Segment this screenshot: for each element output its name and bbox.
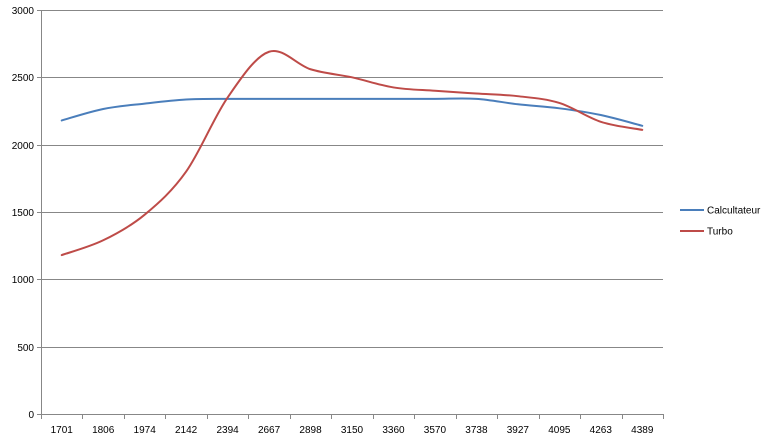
x-tick-label: 1806: [92, 425, 115, 436]
y-tick-label: 2000: [12, 141, 35, 152]
legend: Calcultateur Turbo: [680, 206, 761, 238]
x-tick-label: 2142: [175, 425, 198, 436]
x-tick-label: 2667: [258, 425, 281, 436]
y-tick-label: 0: [28, 410, 34, 421]
x-tick-label: 2394: [216, 425, 239, 436]
series-line-turbo: [60, 49, 644, 257]
x-tick-label: 4095: [548, 425, 571, 436]
gridlines: [41, 10, 663, 348]
legend-label: Calcultateur: [707, 206, 761, 217]
x-tick-label: 3150: [341, 425, 364, 436]
x-tick-label: 1701: [51, 425, 74, 436]
series-line-calcultateur: [60, 97, 644, 127]
legend-label: Turbo: [707, 227, 733, 238]
x-tick-label: 3738: [465, 425, 488, 436]
series-lines: [60, 49, 644, 257]
x-tick-labels: 1701 1806 1974 2142 2394 2667 2898 3150 3360 3570…: [51, 425, 654, 436]
x-tick-label: 2898: [299, 425, 322, 436]
y-tick-label: 1500: [12, 208, 35, 219]
y-tick-label: 1000: [12, 275, 35, 286]
axes: [37, 10, 664, 419]
x-tick-label: 4263: [590, 425, 613, 436]
x-tick-label: 4389: [631, 425, 654, 436]
x-tick-label: 1974: [134, 425, 157, 436]
x-tick-label: 3927: [507, 425, 530, 436]
x-tick-label: 3570: [424, 425, 447, 436]
y-tick-label: 2500: [12, 73, 35, 84]
y-tick-label: 500: [17, 343, 34, 354]
y-tick-labels: 0 500 1000 1500 2000 2500 3000: [12, 6, 35, 421]
y-tick-label: 3000: [12, 6, 35, 17]
x-tick-label: 3360: [382, 425, 405, 436]
